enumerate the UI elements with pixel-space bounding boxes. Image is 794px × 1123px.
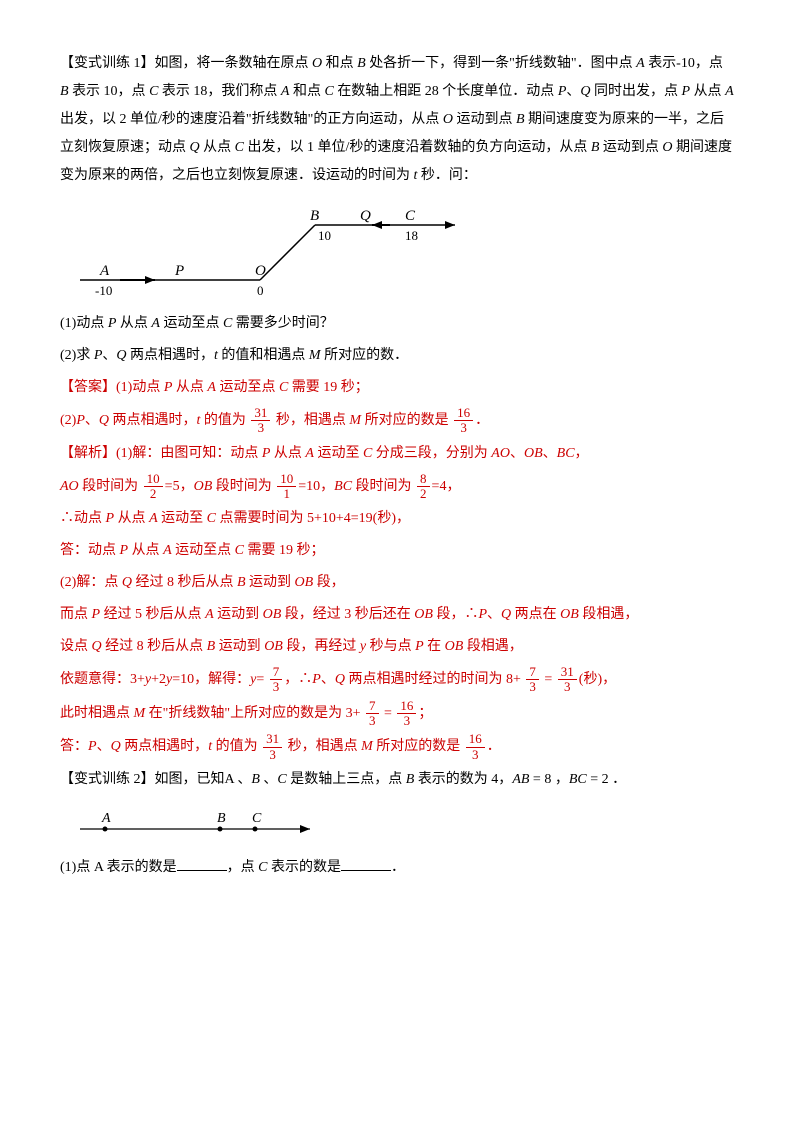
svg-text:O: O — [255, 263, 266, 279]
svg-text:A: A — [99, 263, 110, 279]
svg-text:18: 18 — [405, 228, 418, 243]
blank2[interactable] — [341, 856, 391, 871]
diagram2: A B C — [60, 804, 320, 844]
ans2: (2)P、Q 两点相遇时，t 的值为 313 秒，相遇点 M 所对应的数是 16… — [60, 406, 734, 436]
sol8: 依题意得：3+y+2y=10，解得：y= 73，∴P、Q 两点相遇时经过的时间为… — [60, 665, 734, 695]
sol2: AO 段时间为 102=5，OB 段时间为 101=10，BC 段时间为 82=… — [60, 472, 734, 502]
sol5: (2)解：点 Q 经过 8 秒后从点 B 运动到 OB 段， — [60, 569, 734, 597]
svg-text:0: 0 — [257, 283, 264, 298]
sol10: 答：P、Q 两点相遇时，t 的值为 313 秒，相遇点 M 所对应的数是 163… — [60, 732, 734, 762]
q3: (1)点 A 表示的数是，点 C 表示的数是． — [60, 854, 734, 882]
svg-text:B: B — [310, 208, 319, 224]
blank1[interactable] — [177, 856, 227, 871]
sol4: 答：动点 P 从点 A 运动至点 C 需要 19 秒； — [60, 537, 734, 565]
sol6: 而点 P 经过 5 秒后从点 A 运动到 OB 段，经过 3 秒后还在 OB 段… — [60, 601, 734, 629]
svg-text:Q: Q — [360, 208, 371, 224]
sol7: 设点 Q 经过 8 秒后从点 B 运动到 OB 段，再经过 y 秒与点 P 在 … — [60, 633, 734, 661]
q2: (2)求 P、Q 两点相遇时，t 的值和相遇点 M 所对应的数． — [60, 342, 734, 370]
svg-text:A: A — [101, 811, 111, 826]
q1: (1)动点 P 从点 A 运动至点 C 需要多少时间？ — [60, 310, 734, 338]
sol9: 此时相遇点 M 在"折线数轴"上所对应的数是为 3+ 73 = 163； — [60, 699, 734, 729]
sol3: ∴动点 P 从点 A 运动至 C 点需要时间为 5+10+4=19(秒)， — [60, 505, 734, 533]
problem1-text: 【变式训练 1】如图，将一条数轴在原点 O 和点 B 处各折一下，得到一条"折线… — [60, 50, 734, 190]
ans1: 【答案】(1)动点 P 从点 A 运动至点 C 需要 19 秒； — [60, 374, 734, 402]
svg-text:P: P — [174, 263, 184, 279]
svg-text:C: C — [252, 811, 262, 826]
diagram1: A -10 P O 0 B 10 Q C 18 — [60, 200, 460, 300]
svg-text:B: B — [217, 811, 226, 826]
svg-text:C: C — [405, 208, 416, 224]
problem2-text: 【变式训练 2】如图，已知A 、B 、C 是数轴上三点，点 B 表示的数为 4，… — [60, 766, 734, 794]
sol1: 【解析】(1)解：由图可知：动点 P 从点 A 运动至 C 分成三段，分别为 A… — [60, 440, 734, 468]
svg-text:-10: -10 — [95, 283, 112, 298]
svg-text:10: 10 — [318, 228, 331, 243]
